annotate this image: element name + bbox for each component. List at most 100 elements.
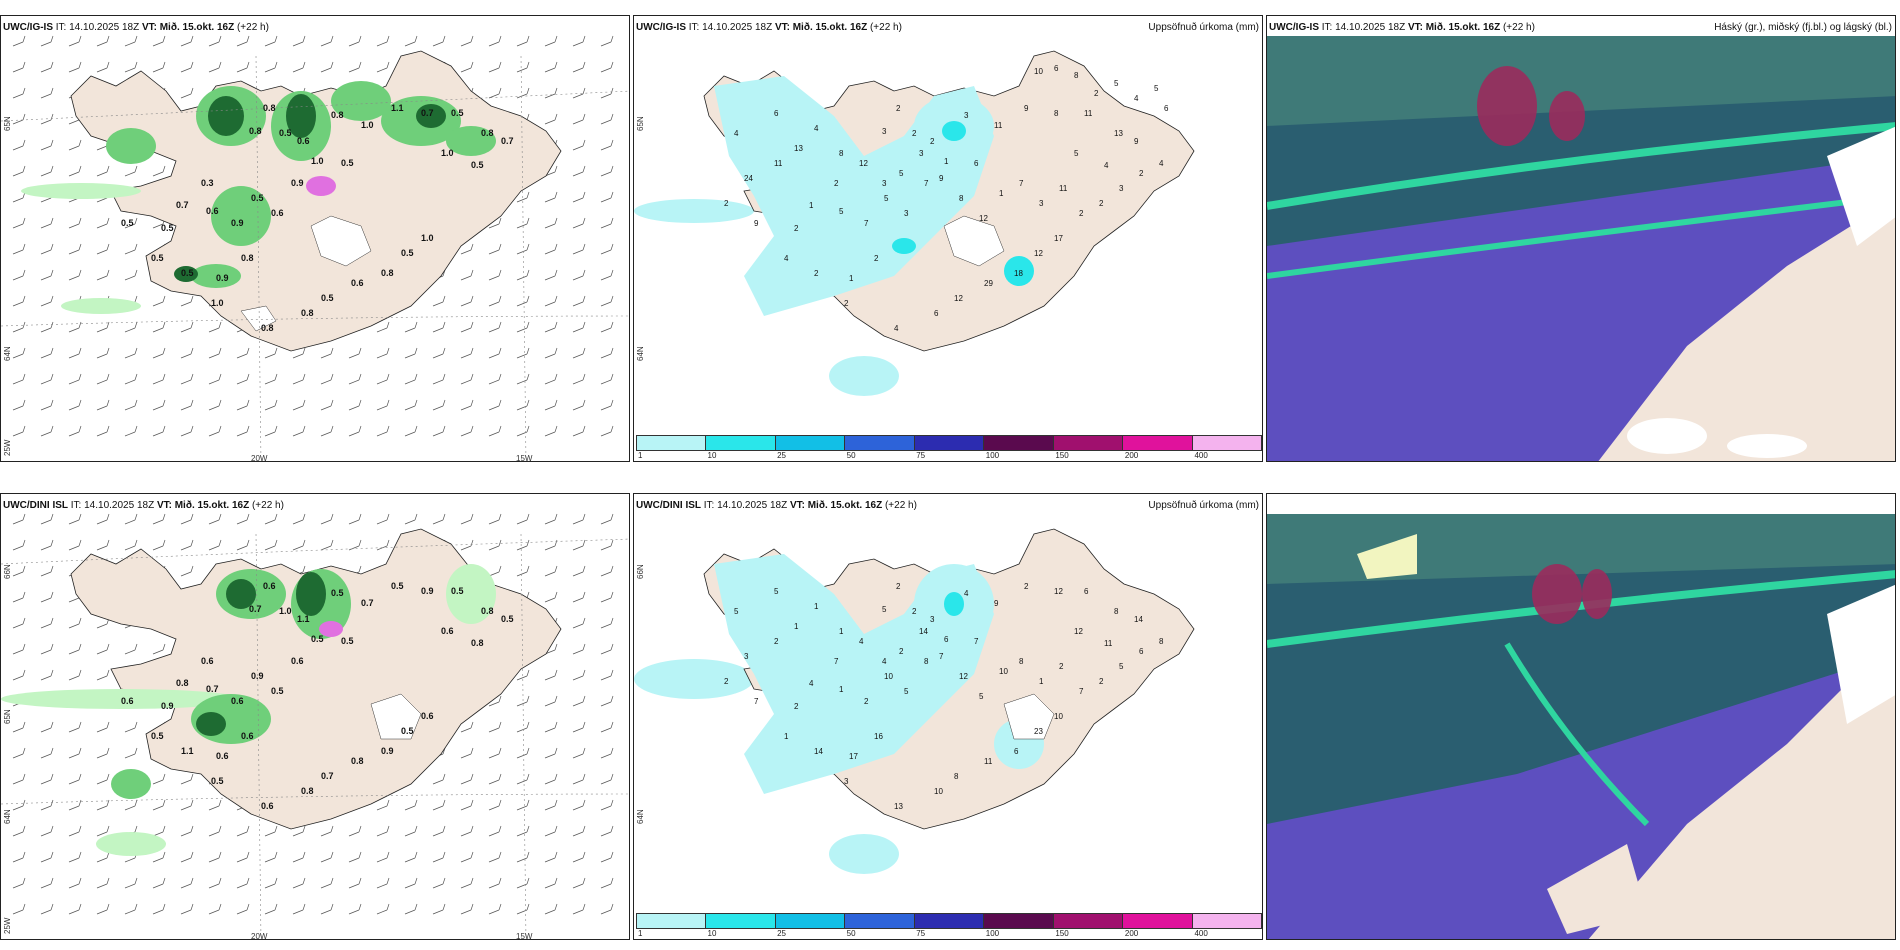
wind-barb bbox=[12, 903, 26, 915]
lat-label: 65N bbox=[3, 116, 12, 131]
wind-barb bbox=[40, 903, 54, 915]
wind-barb bbox=[544, 773, 558, 785]
wind-barb bbox=[180, 35, 194, 47]
init-time: IT: 14.10.2025 18Z bbox=[68, 500, 157, 511]
wind-barb bbox=[544, 513, 558, 525]
wind-barb bbox=[348, 539, 362, 551]
value-label: 4 bbox=[809, 679, 814, 688]
wind-barb bbox=[544, 295, 558, 307]
value-label: 0.9 bbox=[291, 178, 304, 188]
wind-barb bbox=[40, 643, 54, 655]
colorbar-segment bbox=[706, 436, 776, 450]
value-label: 6 bbox=[1164, 104, 1169, 113]
wind-barb bbox=[236, 539, 250, 551]
value-label: 8 bbox=[1159, 637, 1164, 646]
wind-barb bbox=[404, 825, 418, 837]
value-label: 0.5 bbox=[401, 726, 414, 736]
value-label: 5 bbox=[839, 207, 844, 216]
wind-barb bbox=[208, 399, 222, 411]
value-label: 2 bbox=[814, 269, 819, 278]
value-label: 16 bbox=[874, 732, 883, 741]
wind-barb bbox=[264, 851, 278, 863]
wind-barb bbox=[600, 617, 614, 629]
value-label: 0.5 bbox=[251, 193, 264, 203]
value-label: 2 bbox=[899, 647, 904, 656]
wind-barb bbox=[236, 347, 250, 359]
wind-barb bbox=[68, 139, 82, 151]
colorbar-label: 100 bbox=[985, 929, 1000, 938]
value-label: 0.7 bbox=[421, 108, 434, 118]
value-label: 14 bbox=[1134, 615, 1143, 624]
wind-barb bbox=[236, 373, 250, 385]
value-label: 1 bbox=[999, 189, 1004, 198]
wind-barb bbox=[124, 539, 138, 551]
wind-barb bbox=[96, 321, 110, 333]
wind-barb bbox=[460, 513, 474, 525]
wind-barb bbox=[544, 877, 558, 889]
value-label: 1 bbox=[839, 685, 844, 694]
wind-barb bbox=[460, 373, 474, 385]
wind-barb bbox=[572, 243, 586, 255]
wind-barb bbox=[12, 591, 26, 603]
wind-barb bbox=[180, 373, 194, 385]
wind-barb bbox=[12, 643, 26, 655]
precip-value-labels: 0.8 0.5 0.6 0.8 0.8 1.0 0.3 0.7 0.5 0.5 0.6 0.9 0.5 0… bbox=[121, 103, 514, 333]
wind-precip-map: 0.61.01.10.50.70.50.60.80.90.50.70.60.90… bbox=[1, 513, 629, 939]
value-label: 8 bbox=[954, 772, 959, 781]
value-label: 5 bbox=[979, 692, 984, 701]
wind-barb bbox=[292, 425, 306, 437]
wind-barb bbox=[264, 877, 278, 889]
panel-ig-accum: UWC/IG-IS IT: 14.10.2025 18Z VT: Mið. 15… bbox=[633, 15, 1263, 462]
wind-barb bbox=[516, 851, 530, 863]
lon-label: 15W bbox=[516, 454, 533, 462]
wind-barb bbox=[96, 799, 110, 811]
value-label: 7 bbox=[1019, 179, 1024, 188]
value-label: 0.5 bbox=[451, 108, 464, 118]
value-label: 5 bbox=[1074, 149, 1079, 158]
value-label: 4 bbox=[882, 657, 887, 666]
wind-barb bbox=[320, 539, 334, 551]
wind-barb bbox=[572, 425, 586, 437]
wind-barb bbox=[460, 903, 474, 915]
value-label: 0.5 bbox=[321, 293, 334, 303]
wind-barb bbox=[12, 165, 26, 177]
wind-barb bbox=[516, 347, 530, 359]
colorbar-segment bbox=[775, 914, 846, 928]
colorbar-segment bbox=[1123, 436, 1193, 450]
valid-time: VT: Mið. 15.okt. 16Z bbox=[789, 500, 883, 511]
value-label: 1 bbox=[1039, 677, 1044, 686]
wind-barb bbox=[180, 799, 194, 811]
wind-barb bbox=[376, 35, 390, 47]
value-label: 0.8 bbox=[481, 606, 494, 616]
wind-barb bbox=[488, 425, 502, 437]
wind-barb bbox=[40, 825, 54, 837]
colorbar-label: 200 bbox=[1124, 451, 1139, 460]
value-label: 2 bbox=[896, 104, 901, 113]
wind-barb bbox=[600, 799, 614, 811]
value-label: 3 bbox=[919, 149, 924, 158]
value-label: 4 bbox=[1104, 161, 1109, 170]
colorbar-label: 400 bbox=[1194, 929, 1208, 938]
wind-barb bbox=[68, 643, 82, 655]
init-time: IT: 14.10.2025 18Z bbox=[1319, 22, 1408, 33]
precip-areas bbox=[1, 564, 496, 856]
wind-barb bbox=[40, 61, 54, 73]
value-label: 0.5 bbox=[151, 731, 164, 741]
wind-barb bbox=[180, 825, 194, 837]
wind-barb bbox=[124, 269, 138, 281]
wind-barb bbox=[68, 669, 82, 681]
wind-barb bbox=[488, 373, 502, 385]
wind-barb bbox=[600, 243, 614, 255]
value-label: 0.8 bbox=[301, 786, 314, 796]
init-time: IT: 14.10.2025 18Z bbox=[53, 22, 142, 33]
colorbar-segment bbox=[984, 914, 1054, 928]
wind-barb bbox=[600, 539, 614, 551]
value-label: 24 bbox=[744, 174, 753, 183]
value-label: 6 bbox=[974, 159, 979, 168]
wind-barb bbox=[600, 747, 614, 759]
value-label: 12 bbox=[859, 159, 868, 168]
wind-barb bbox=[180, 513, 194, 525]
value-label: 29 bbox=[984, 279, 993, 288]
colorbar-label: 1 bbox=[638, 451, 643, 460]
value-label: 4 bbox=[1134, 94, 1139, 103]
